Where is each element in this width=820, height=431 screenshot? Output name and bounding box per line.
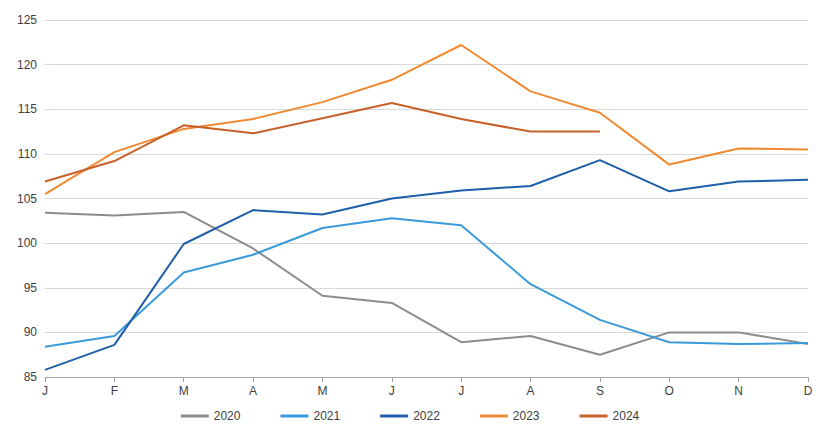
svg-text:110: 110 <box>18 147 37 161</box>
svg-text:N: N <box>734 384 743 398</box>
svg-text:95: 95 <box>24 281 38 295</box>
svg-text:115: 115 <box>18 102 37 116</box>
svg-text:J: J <box>458 384 464 398</box>
svg-text:F: F <box>111 384 118 398</box>
svg-text:2023: 2023 <box>513 409 540 423</box>
svg-text:2021: 2021 <box>313 409 340 423</box>
svg-text:105: 105 <box>17 192 37 206</box>
svg-text:A: A <box>527 384 535 398</box>
svg-text:J: J <box>389 384 395 398</box>
svg-text:S: S <box>596 384 604 398</box>
svg-text:M: M <box>317 384 327 398</box>
svg-text:O: O <box>665 384 674 398</box>
svg-text:90: 90 <box>24 325 38 339</box>
svg-text:D: D <box>804 384 813 398</box>
svg-text:85: 85 <box>24 370 38 384</box>
svg-text:100: 100 <box>17 236 37 250</box>
svg-text:120: 120 <box>17 58 37 72</box>
svg-text:A: A <box>249 384 257 398</box>
svg-text:M: M <box>179 384 189 398</box>
svg-text:2024: 2024 <box>613 409 640 423</box>
svg-text:2022: 2022 <box>413 409 440 423</box>
svg-text:2020: 2020 <box>214 409 241 423</box>
svg-text:J: J <box>42 384 48 398</box>
svg-text:125: 125 <box>17 13 37 27</box>
